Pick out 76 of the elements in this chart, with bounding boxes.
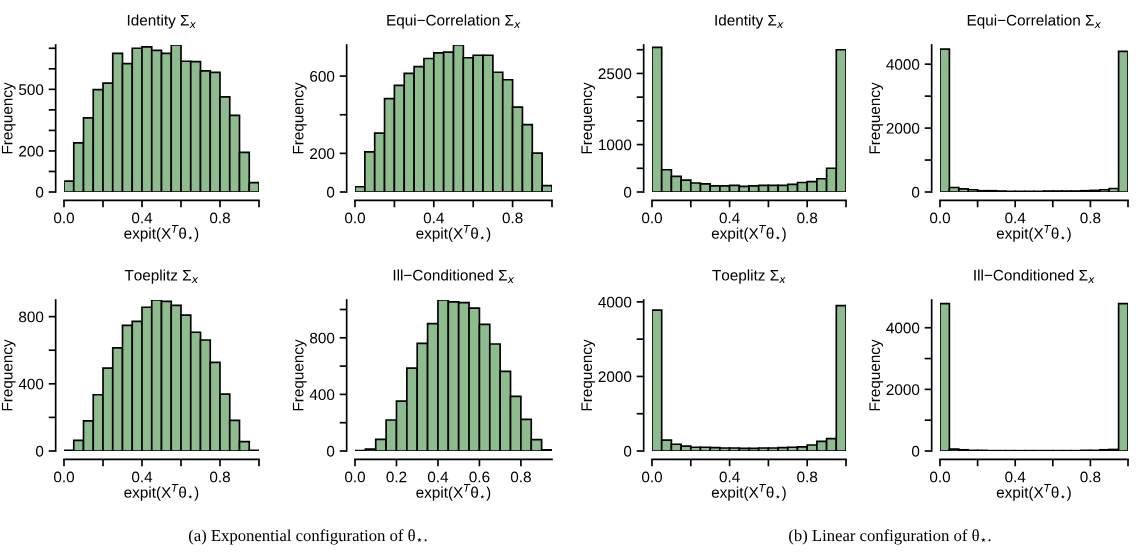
x-tick-label: 0.8 bbox=[209, 471, 230, 483]
y-tick-label: 400 bbox=[18, 378, 44, 390]
x-tick-label: 0.8 bbox=[797, 212, 818, 224]
y-tick-label: 0 bbox=[35, 186, 44, 198]
y-tick-label: 0 bbox=[326, 445, 335, 457]
y-tick-label: 0 bbox=[911, 186, 920, 198]
x-axis-title: expit(X$^{T}$θ$_{⋆}$) bbox=[996, 224, 1071, 242]
y-tick-label: 4000 bbox=[886, 322, 920, 334]
x-tick-label: 0.8 bbox=[1080, 212, 1101, 224]
y-tick-label: 2000 bbox=[598, 371, 632, 383]
y-tick-label: 600 bbox=[310, 70, 335, 82]
x-tick-label: 0.8 bbox=[1080, 471, 1101, 483]
x-tick-label: 0.8 bbox=[797, 471, 818, 483]
x-tick-label: 0.8 bbox=[510, 471, 531, 483]
x-axis-title: expit(X$^{T}$θ$_{⋆}$) bbox=[416, 483, 491, 501]
x-tick-label: 0.8 bbox=[502, 212, 523, 224]
x-tick-label: 0.0 bbox=[53, 471, 75, 483]
y-axis-title: Frequency bbox=[292, 82, 307, 154]
x-tick-label: 0.4 bbox=[423, 212, 444, 224]
y-tick-label: 0 bbox=[911, 445, 920, 457]
x-tick-label: 0.0 bbox=[641, 212, 663, 224]
chart-title: Ill−Conditioned Σ$_{x}$ bbox=[974, 269, 1095, 283]
x-tick-label: 0.4 bbox=[1005, 471, 1026, 483]
y-axis-title: Frequency bbox=[581, 339, 596, 411]
y-tick-label: 0 bbox=[326, 186, 335, 198]
x-tick-label: 0.0 bbox=[929, 212, 951, 224]
x-tick-label: 0.6 bbox=[469, 471, 490, 483]
y-axis-title: Frequency bbox=[1, 82, 16, 154]
chart-title: Equi−Correlation Σ$_{x}$ bbox=[387, 14, 521, 29]
y-tick-label: 0 bbox=[623, 445, 632, 457]
y-tick-label: 2500 bbox=[598, 68, 632, 80]
x-axis-title: expit(X$^{T}$θ$_{⋆}$) bbox=[711, 483, 786, 501]
y-tick-label: 4000 bbox=[886, 59, 920, 70]
y-tick-label: 500 bbox=[18, 84, 44, 96]
x-axis-title: expit(X$^{T}$θ$_{⋆}$) bbox=[124, 224, 199, 242]
y-axis-title: Frequency bbox=[869, 339, 884, 411]
y-axis-title: Frequency bbox=[292, 339, 307, 411]
y-tick-label: 800 bbox=[19, 311, 44, 323]
x-tick-label: 0.4 bbox=[131, 212, 153, 224]
y-tick-label: 1000 bbox=[599, 139, 632, 151]
y-tick-label: 4000 bbox=[598, 296, 632, 308]
y-tick-label: 0 bbox=[623, 186, 632, 198]
x-tick-label: 0.8 bbox=[209, 212, 230, 224]
y-axis-title: Frequency bbox=[581, 82, 596, 154]
y-tick-label: 200 bbox=[19, 145, 44, 157]
y-tick-label: 400 bbox=[309, 389, 335, 401]
x-tick-label: 0.4 bbox=[719, 212, 740, 224]
y-axis-title: Frequency bbox=[869, 82, 884, 154]
x-axis-title: expit(X$^{T}$θ$_{⋆}$) bbox=[416, 224, 491, 242]
x-axis-title: expit(X$^{T}$θ$_{⋆}$) bbox=[996, 483, 1071, 501]
y-tick-label: 800 bbox=[310, 332, 335, 344]
text: (a) Exponential configuration of θ$_{⋆}$. bbox=[188, 529, 427, 545]
x-tick-label: 0.0 bbox=[344, 471, 366, 483]
chart-title: Toeplitz Σ$_{x}$ bbox=[712, 269, 786, 284]
chart-title: Identity Σ$_{x}$ bbox=[127, 14, 197, 29]
y-tick-label: 2000 bbox=[886, 384, 920, 396]
text: (b) Linear configuration of θ$_{⋆}$. bbox=[789, 529, 991, 545]
y-axis-title: Frequency bbox=[1, 339, 16, 411]
x-tick-label: 0.4 bbox=[719, 471, 740, 483]
y-tick-label: 200 bbox=[310, 148, 335, 160]
x-tick-label: 0.4 bbox=[427, 471, 449, 483]
chart-title: Identity Σ$_{x}$ bbox=[715, 14, 784, 29]
chart-title: Toeplitz Σ$_{x}$ bbox=[124, 269, 199, 284]
y-tick-label: 0 bbox=[35, 445, 44, 457]
chart-title: Ill−Conditioned Σ$_{x}$ bbox=[393, 269, 515, 283]
x-tick-label: 0.4 bbox=[1005, 212, 1026, 224]
x-tick-label: 0.0 bbox=[929, 471, 951, 483]
chart-title: Equi−Correlation Σ$_{x}$ bbox=[967, 14, 1102, 29]
x-axis-title: expit(X$^{T}$θ$_{⋆}$) bbox=[124, 483, 199, 501]
y-tick-label: 2000 bbox=[886, 122, 920, 134]
x-tick-label: 0.4 bbox=[131, 471, 153, 483]
x-tick-label: 0.2 bbox=[386, 471, 407, 483]
x-tick-label: 0.0 bbox=[641, 471, 663, 483]
x-tick-label: 0.0 bbox=[53, 212, 75, 224]
x-axis-title: expit(X$^{T}$θ$_{⋆}$) bbox=[711, 224, 786, 242]
x-tick-label: 0.0 bbox=[344, 212, 366, 224]
